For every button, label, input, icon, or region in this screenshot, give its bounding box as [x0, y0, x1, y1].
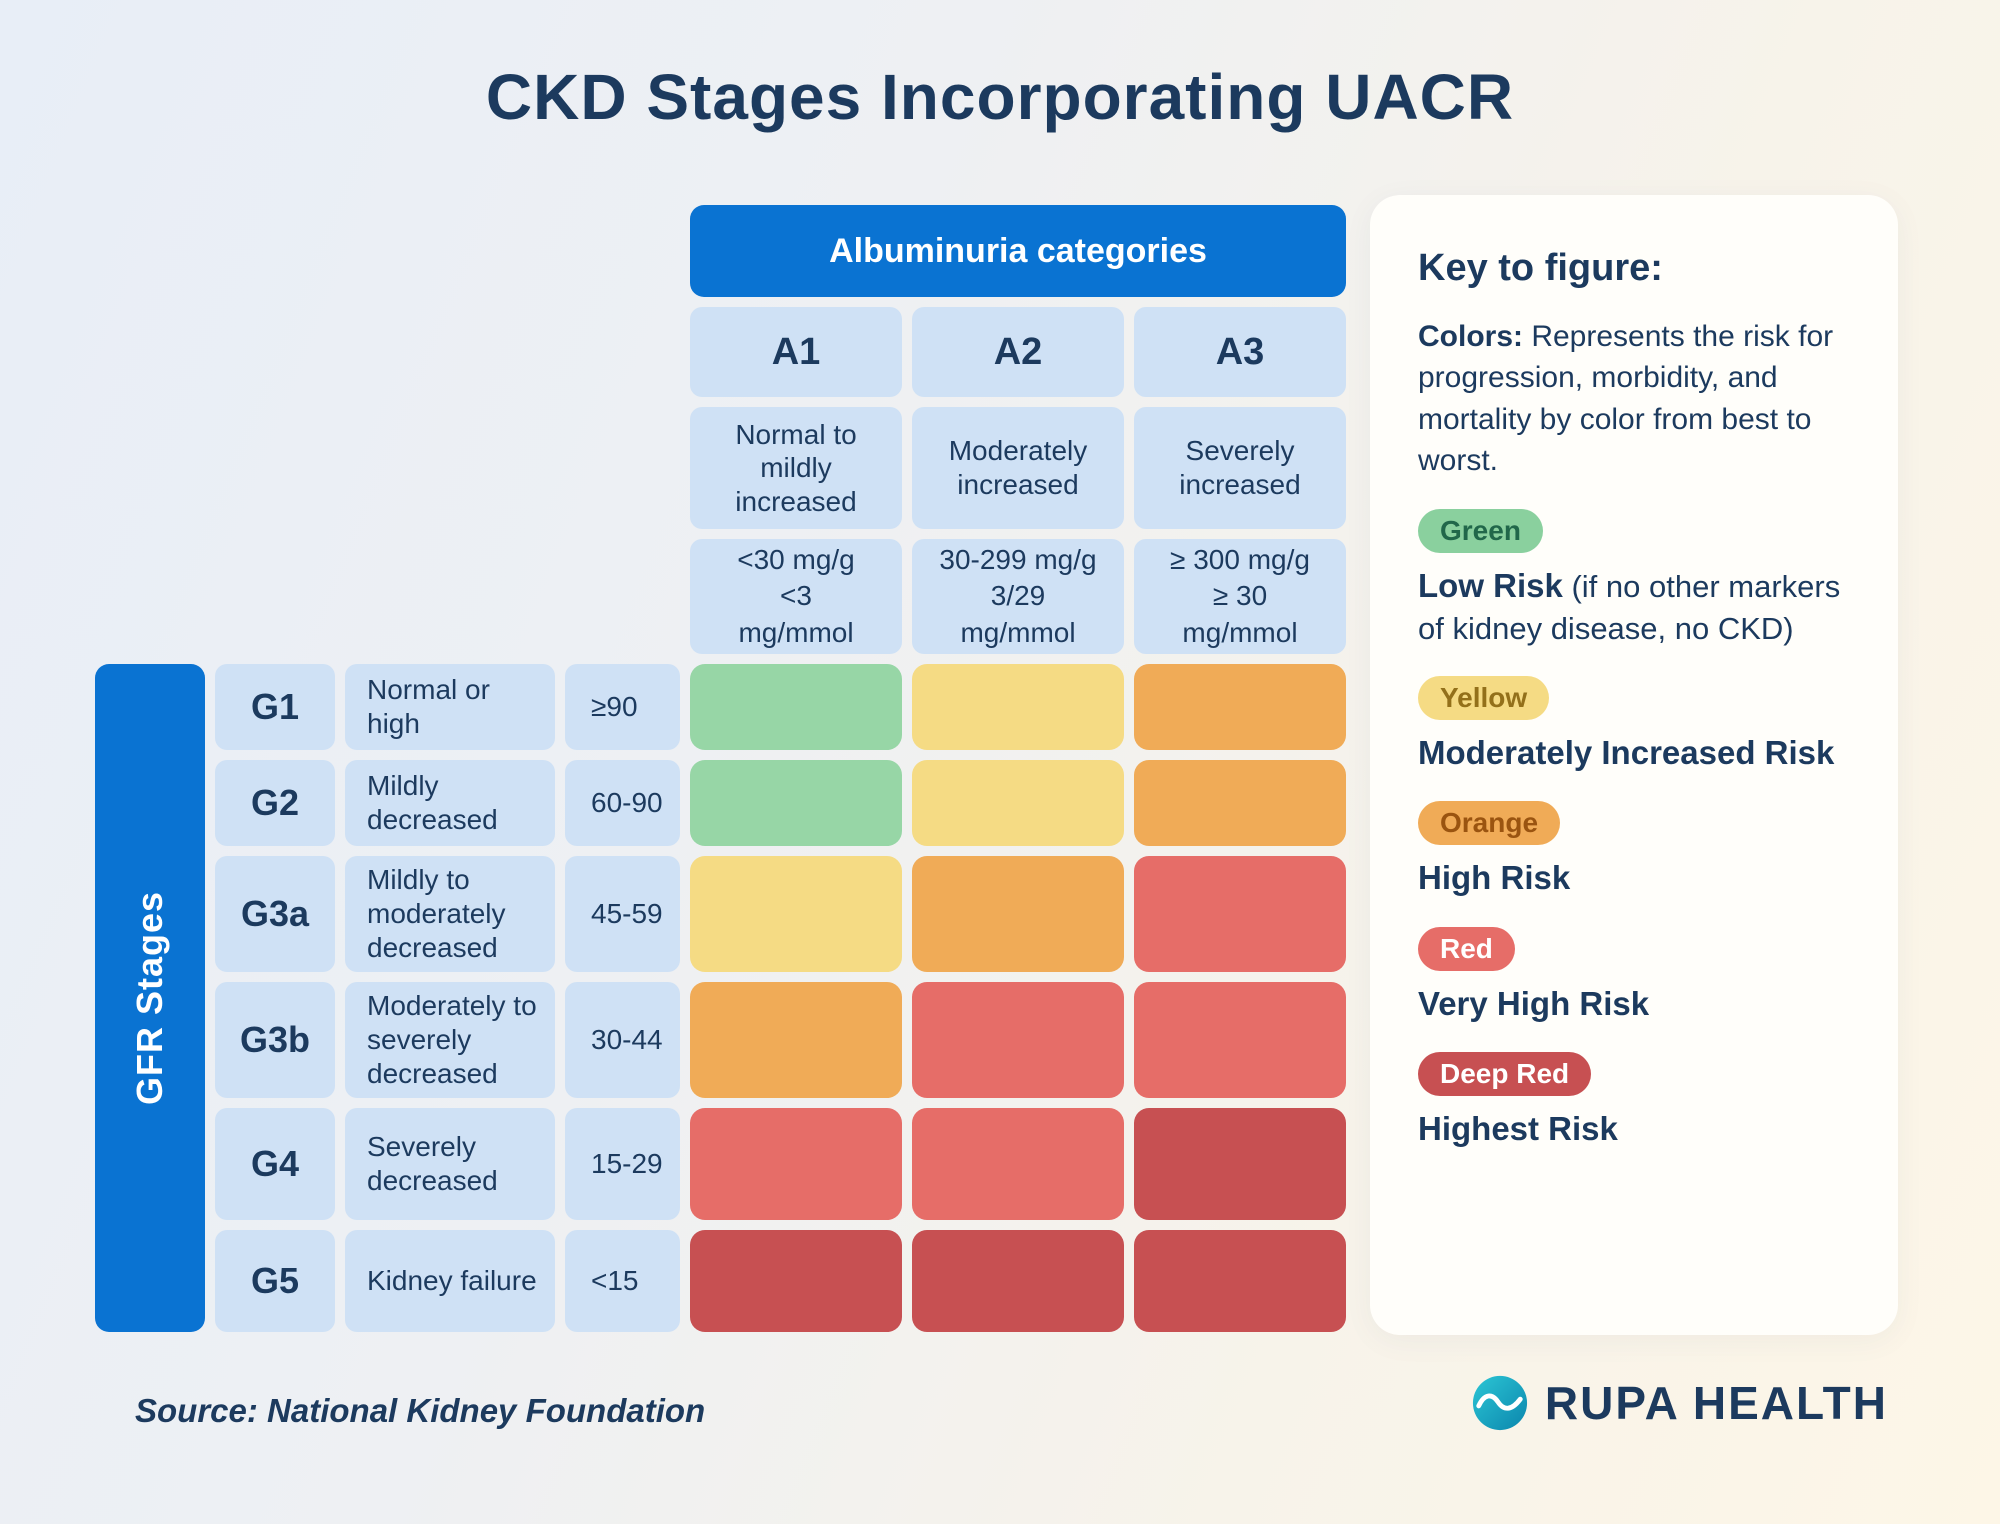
- rupa-health-logo-icon: [1472, 1375, 1527, 1431]
- gfr-range-g5: <15: [565, 1230, 680, 1332]
- risk-cell-g2-a3: [1134, 760, 1346, 846]
- risk-cell-g1-a1: [690, 664, 902, 750]
- key-item-yellow: Yellow Moderately Increased Risk: [1418, 649, 1852, 774]
- low-risk-bold: Low Risk: [1418, 566, 1563, 604]
- key-intro: Colors: Represents the risk for progress…: [1418, 316, 1852, 482]
- rupa-health-logo: RUPA HEALTH: [1471, 1374, 1888, 1432]
- risk-cell-g3a-a1: [690, 856, 902, 972]
- very-high-risk-bold: Very High Risk: [1418, 984, 1650, 1022]
- gfr-range-g2: 60-90: [565, 760, 680, 846]
- risk-cell-g3b-a1: [690, 982, 902, 1098]
- risk-cell-g5-a1: [690, 1230, 902, 1332]
- gfr-stage-g1: G1: [215, 664, 335, 750]
- albuminuria-label-a2: Moderately increased: [912, 407, 1124, 529]
- highest-risk-label: Highest Risk: [1418, 1108, 1852, 1150]
- albuminuria-range-a2: 30-299 mg/g 3/29 mg/mmol: [912, 539, 1124, 654]
- rupa-health-wordmark: RUPA HEALTH: [1544, 1377, 1888, 1429]
- ckd-risk-matrix: Albuminuria categories A1 A2 A3 Normal t…: [95, 205, 1346, 1332]
- gfr-stage-g5: G5: [215, 1230, 335, 1332]
- gfr-desc-g3a: Mildly to moderately decreased: [345, 856, 555, 972]
- key-to-figure-card: Key to figure: Colors: Represents the ri…: [1370, 195, 1898, 1335]
- albuminuria-label-a3: Severely increased: [1134, 407, 1346, 529]
- gfr-range-g3a: 45-59: [565, 856, 680, 972]
- risk-cell-g1-a3: [1134, 664, 1346, 750]
- gfr-stages-axis: GFR Stages: [95, 664, 205, 1332]
- albuminuria-range-a3: ≥ 300 mg/g ≥ 30 mg/mmol: [1134, 539, 1346, 654]
- high-risk-label: High Risk: [1418, 857, 1852, 899]
- key-intro-bold: Colors:: [1418, 320, 1523, 353]
- gfr-range-g1: ≥90: [565, 664, 680, 750]
- gfr-desc-g2: Mildly decreased: [345, 760, 555, 846]
- very-high-risk-label: Very High Risk: [1418, 983, 1852, 1025]
- highest-risk-bold: Highest Risk: [1418, 1109, 1618, 1147]
- risk-cell-g4-a3: [1134, 1108, 1346, 1220]
- red-pill: Red: [1418, 926, 1515, 971]
- risk-cell-g3b-a2: [912, 982, 1124, 1098]
- risk-cell-g3a-a2: [912, 856, 1124, 972]
- gfr-stage-g2: G2: [215, 760, 335, 846]
- key-item-deep-red: Deep Red Highest Risk: [1418, 1025, 1852, 1150]
- source-attribution: Source: National Kidney Foundation: [135, 1392, 706, 1429]
- albuminuria-code-a2: A2: [912, 307, 1124, 397]
- key-intro-text: Represents the risk for progression, mor…: [1418, 320, 1834, 478]
- gfr-desc-g5: Kidney failure: [345, 1230, 555, 1332]
- risk-cell-g2-a1: [690, 760, 902, 846]
- albuminuria-header: Albuminuria categories: [690, 205, 1346, 297]
- deep-red-pill: Deep Red: [1418, 1051, 1592, 1096]
- green-pill: Green: [1418, 508, 1543, 553]
- gfr-desc-g4: Severely decreased: [345, 1108, 555, 1220]
- key-item-red: Red Very High Risk: [1418, 900, 1852, 1025]
- risk-cell-g4-a2: [912, 1108, 1124, 1220]
- gfr-desc-g1: Normal or high: [345, 664, 555, 750]
- albuminuria-label-a1: Normal to mildly increased: [690, 407, 902, 529]
- albuminuria-range-a1: <30 mg/g <3 mg/mmol: [690, 539, 902, 654]
- low-risk-label: Low Risk (if no other markers of kidney …: [1418, 565, 1852, 649]
- key-title: Key to figure:: [1418, 247, 1663, 289]
- gfr-stage-g3b: G3b: [215, 982, 335, 1098]
- gfr-axis-label: GFR Stages: [129, 890, 170, 1106]
- risk-cell-g3b-a3: [1134, 982, 1346, 1098]
- moderate-risk-label: Moderately Increased Risk: [1418, 732, 1852, 774]
- page-title: CKD Stages Incorporating UACR: [485, 61, 1515, 133]
- gfr-stage-g4: G4: [215, 1108, 335, 1220]
- gfr-desc-g3b: Moderately to severely decreased: [345, 982, 555, 1098]
- risk-cell-g1-a2: [912, 664, 1124, 750]
- gfr-stage-g3a: G3a: [215, 856, 335, 972]
- gfr-range-g4: 15-29: [565, 1108, 680, 1220]
- yellow-pill: Yellow: [1418, 676, 1550, 721]
- moderate-risk-bold: Moderately Increased Risk: [1418, 734, 1835, 772]
- risk-cell-g5-a2: [912, 1230, 1124, 1332]
- risk-cell-g4-a1: [690, 1108, 902, 1220]
- albuminuria-code-a1: A1: [690, 307, 902, 397]
- gfr-range-g3b: 30-44: [565, 982, 680, 1098]
- high-risk-bold: High Risk: [1418, 859, 1571, 897]
- key-item-green: Green Low Risk (if no other markers of k…: [1418, 482, 1852, 649]
- key-item-orange: Orange High Risk: [1418, 774, 1852, 899]
- risk-cell-g3a-a3: [1134, 856, 1346, 972]
- albuminuria-code-a3: A3: [1134, 307, 1346, 397]
- low-risk-rest: (if no other markers of kidney disease, …: [1418, 568, 1841, 646]
- risk-cell-g5-a3: [1134, 1230, 1346, 1332]
- risk-cell-g2-a2: [912, 760, 1124, 846]
- orange-pill: Orange: [1418, 801, 1561, 846]
